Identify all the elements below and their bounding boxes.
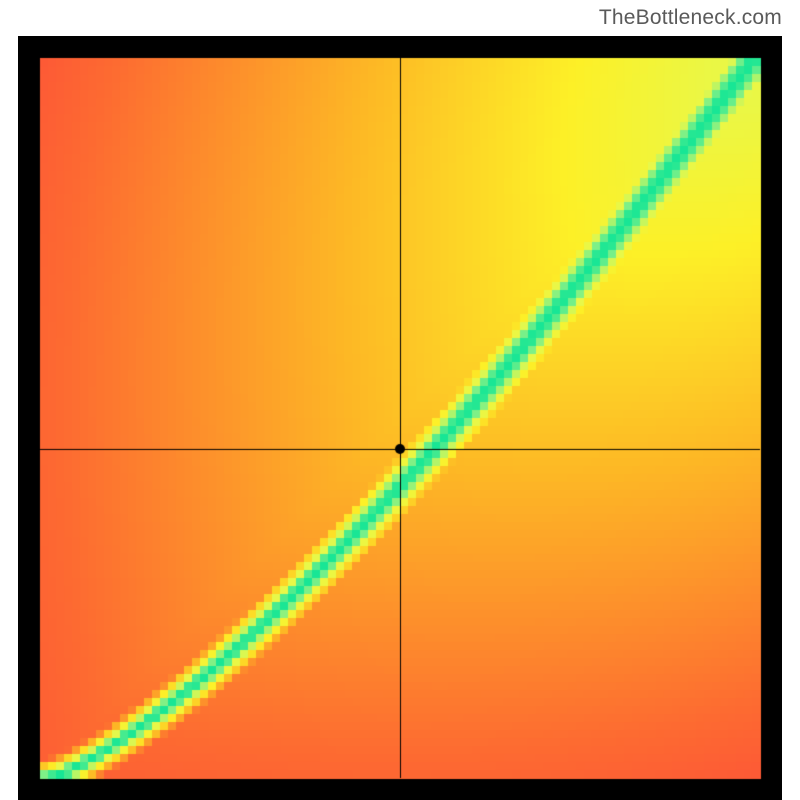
watermark-text: TheBottleneck.com xyxy=(599,6,782,30)
bottleneck-heatmap-canvas xyxy=(18,36,782,800)
page-root: TheBottleneck.com xyxy=(0,0,800,800)
bottleneck-heatmap-frame xyxy=(18,36,782,800)
